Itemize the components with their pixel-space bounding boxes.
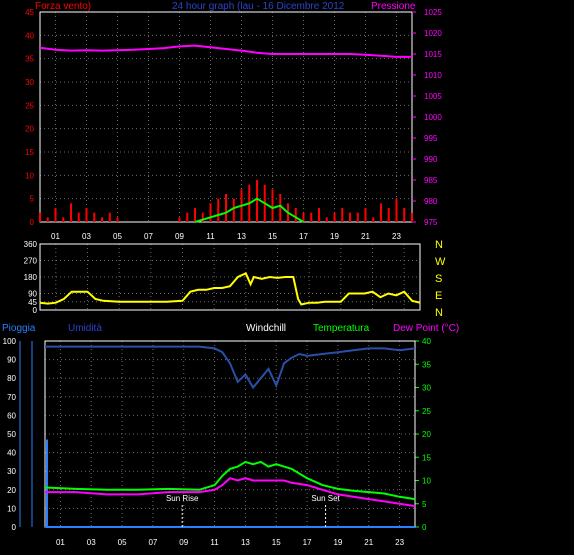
y-tick-label: 100 <box>3 337 17 346</box>
y2-tick-label: 980 <box>424 197 438 206</box>
x-tick-label: 15 <box>268 232 277 241</box>
x-tick-label: 09 <box>179 538 188 547</box>
wind-axis-title: Forza vento) <box>35 1 91 12</box>
x-tick-label: 05 <box>113 232 122 241</box>
legend-temperature: Temperatura <box>313 323 370 334</box>
y-tick-label: 35 <box>25 55 34 64</box>
y2-tick-label: 10 <box>422 477 431 486</box>
y-tick-label: 45 <box>25 8 34 17</box>
y2-tick-label: 35 <box>422 360 431 369</box>
y-tick-label: 45 <box>28 298 37 307</box>
y-tick-label: 0 <box>12 523 17 532</box>
y2-tick-label: 40 <box>422 337 431 346</box>
y-tick-label: 10 <box>7 504 16 513</box>
y-tick-label: 90 <box>28 290 37 299</box>
dewpoint-line <box>45 477 416 508</box>
y-tick-label: 30 <box>25 78 34 87</box>
y-tick-label: 80 <box>7 374 16 383</box>
x-tick-label: 17 <box>303 538 312 547</box>
y-tick-label: 270 <box>24 257 38 266</box>
y-tick-label: 40 <box>7 449 16 458</box>
dir-label-e: E <box>435 290 442 302</box>
y-tick-label: 50 <box>7 430 16 439</box>
x-tick-label: 07 <box>148 538 157 547</box>
humidity-line <box>45 345 416 390</box>
y2-tick-label: 30 <box>422 384 431 393</box>
y2-tick-label: 15 <box>422 453 431 462</box>
y-tick-label: 15 <box>25 148 34 157</box>
temperature-line <box>44 460 416 501</box>
y-tick-label: 60 <box>7 411 16 420</box>
direction-line <box>39 271 421 306</box>
legend-windchill: Windchill <box>246 323 286 334</box>
x-tick-label: 23 <box>395 538 404 547</box>
x-tick-label: 23 <box>392 232 401 241</box>
y-tick-label: 360 <box>24 240 38 249</box>
pressure-line <box>39 44 412 58</box>
y2-tick-label: 985 <box>424 176 438 185</box>
x-tick-label: 03 <box>87 538 96 547</box>
y2-tick-label: 1000 <box>424 113 442 122</box>
y2-tick-label: 1010 <box>424 71 442 80</box>
x-tick-label: 05 <box>118 538 127 547</box>
y-tick-label: 0 <box>30 218 35 227</box>
pressure-axis-title: Pressione <box>371 1 416 12</box>
x-tick-label: 13 <box>237 232 246 241</box>
dir-label-s: S <box>435 273 442 285</box>
y-tick-label: 70 <box>7 393 16 402</box>
y2-tick-label: 1005 <box>424 92 442 101</box>
x-tick-label: 17 <box>299 232 308 241</box>
y-tick-label: 10 <box>25 171 34 180</box>
x-tick-label: 01 <box>51 232 60 241</box>
x-tick-label: 11 <box>206 232 215 241</box>
y-tick-label: 30 <box>7 467 16 476</box>
x-tick-label: 15 <box>272 538 281 547</box>
y2-tick-label: 995 <box>424 134 438 143</box>
y2-tick-label: 0 <box>422 523 427 532</box>
x-tick-label: 11 <box>210 538 219 547</box>
x-tick-label: 09 <box>175 232 184 241</box>
sunrise-label: Sun Rise <box>166 494 199 503</box>
x-tick-label: 21 <box>361 232 370 241</box>
legend-rain: Pioggia <box>2 323 36 334</box>
legend-dewpoint: Dew Point (°C) <box>393 323 459 334</box>
dir-label-n2: N <box>435 307 443 319</box>
temp-humidity-chart: 01020304050607080901000510152025303540Su… <box>3 337 432 547</box>
legend-humidity: Umidità <box>68 323 102 334</box>
y2-tick-label: 20 <box>422 430 431 439</box>
wind-pressure-chart: 0510152025303540459759809859909951000100… <box>25 8 442 241</box>
x-tick-label: 21 <box>364 538 373 547</box>
y-tick-label: 25 <box>25 101 34 110</box>
y2-tick-label: 1015 <box>424 50 442 59</box>
x-tick-label: 19 <box>333 538 342 547</box>
dir-label-w: W <box>435 256 446 268</box>
dir-label-n1: N <box>435 239 443 251</box>
y-tick-label: 20 <box>25 125 34 134</box>
y-tick-label: 20 <box>7 486 16 495</box>
plot-frame <box>39 243 421 311</box>
x-tick-label: 13 <box>241 538 250 547</box>
y-tick-label: 0 <box>33 306 38 315</box>
y-tick-label: 90 <box>7 356 16 365</box>
y2-tick-label: 25 <box>422 407 431 416</box>
x-tick-label: 03 <box>82 232 91 241</box>
y2-tick-label: 990 <box>424 155 438 164</box>
sunset-label: Sun Set <box>311 494 340 503</box>
y-tick-label: 40 <box>25 31 34 40</box>
gust-line <box>194 197 305 223</box>
x-tick-label: 07 <box>144 232 153 241</box>
chart-title: 24 hour graph (lau - 16 Dicembre 2012 <box>172 1 345 12</box>
y2-tick-label: 1020 <box>424 29 442 38</box>
y2-tick-label: 975 <box>424 218 438 227</box>
y2-tick-label: 5 <box>422 500 427 509</box>
x-tick-label: 01 <box>56 538 65 547</box>
y-tick-label: 5 <box>30 195 35 204</box>
y-tick-label: 180 <box>24 273 38 282</box>
plot-frame <box>39 11 413 223</box>
x-tick-label: 19 <box>330 232 339 241</box>
y2-tick-label: 1025 <box>424 8 442 17</box>
